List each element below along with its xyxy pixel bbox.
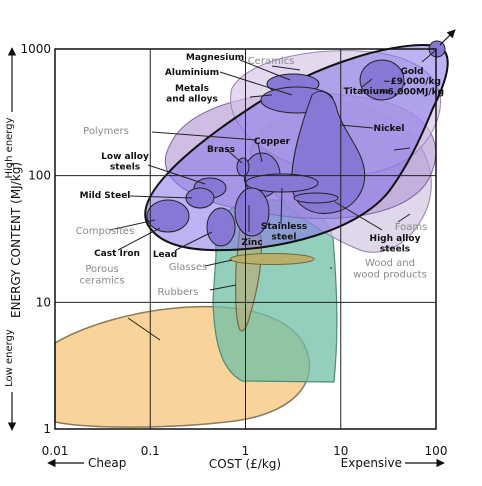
x-tick-label: 0.1 xyxy=(141,444,160,458)
region-glasses xyxy=(229,253,315,265)
label-metal-note: ~£9,000/kg ~6,000MJ/kg xyxy=(380,77,444,97)
axes: 0.01 0.1 1 10 100 1 10 100 1000 COST (£/kg) ENERGY… xyxy=(4,42,447,471)
leader-lines xyxy=(109,49,437,341)
y-tick-label: 1 xyxy=(43,422,51,436)
low-energy-label: Low energy xyxy=(4,329,15,387)
expensive-label: Expensive xyxy=(341,456,402,470)
metal-bubbles-layer xyxy=(146,40,446,247)
label-metal: Zinc xyxy=(241,238,262,248)
label-metal: Brass xyxy=(207,145,235,155)
label-rubbers: Rubbers xyxy=(157,287,198,298)
x-tick-label: 1 xyxy=(242,444,250,458)
label-metals: Metals and alloys xyxy=(166,84,218,104)
x-tick-label: 0.01 xyxy=(42,444,69,458)
bubble-zinc xyxy=(234,187,270,237)
label-metal: Copper xyxy=(254,137,291,147)
region-labels: Porous ceramics Wood and wood products Glass… xyxy=(76,53,444,298)
cheap-label: Cheap xyxy=(88,456,126,470)
y-tick-label: 10 xyxy=(36,295,51,309)
plot-frame xyxy=(54,48,437,430)
bubble-high-alloy xyxy=(293,192,339,204)
y-tick-label: 1000 xyxy=(20,42,51,56)
label-metal: Mild Steel xyxy=(80,191,131,201)
label-composites: Composites xyxy=(76,226,135,237)
x-axis-title: COST (£/kg) xyxy=(209,457,281,471)
label-porous-ceramics: Porous ceramics xyxy=(79,264,124,287)
label-polymers: Polymers xyxy=(83,126,129,137)
high-energy-label: High energy xyxy=(4,117,15,178)
label-metal: Titanium xyxy=(344,87,389,97)
label-metal: High alloy steels xyxy=(370,234,421,254)
y-tick-label: 100 xyxy=(28,169,51,183)
label-metal: Low alloy steels xyxy=(101,152,149,172)
label-metal: Magnesium xyxy=(186,53,244,63)
arrow-gold-offscale xyxy=(439,29,456,46)
label-wood: Wood and wood products xyxy=(353,258,427,281)
label-glasses: Glasses xyxy=(169,262,207,273)
y-axis-title: ENERGY CONTENT (MJ/kg) xyxy=(9,162,23,318)
label-ceramics: Ceramics xyxy=(248,56,295,67)
bubble-cast-iron xyxy=(146,199,190,233)
label-metal: Stainless steel xyxy=(261,222,307,242)
x-tick-label: 10 xyxy=(333,444,348,458)
label-metal: Cast Iron xyxy=(94,249,140,259)
x-tick-label: 100 xyxy=(425,444,448,458)
label-metal: Lead xyxy=(153,250,177,260)
bubble-titanium xyxy=(359,59,405,101)
bubble-lead xyxy=(206,207,236,247)
grid xyxy=(55,49,436,429)
label-foams: Foams xyxy=(395,222,428,233)
label-metal: Nickel xyxy=(374,124,405,134)
label-metal: Gold xyxy=(400,67,423,77)
label-metal: Aluminium xyxy=(165,68,219,78)
